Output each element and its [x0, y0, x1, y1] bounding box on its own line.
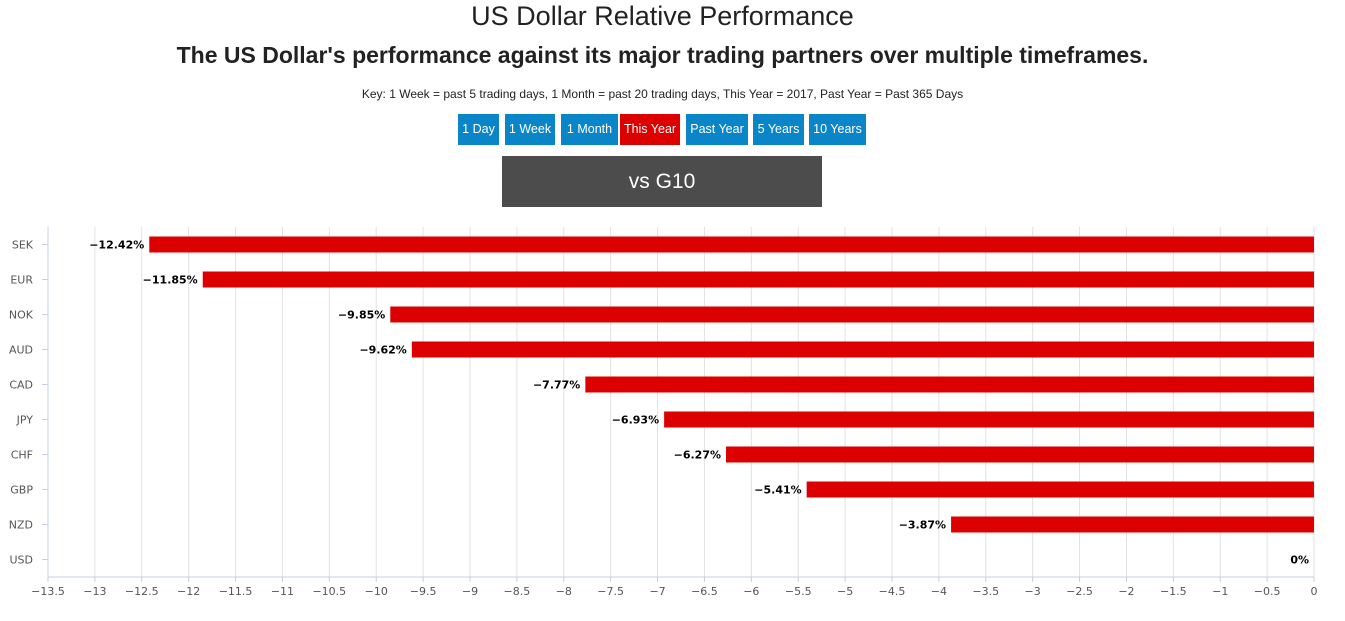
y-category-label: SEK — [12, 239, 34, 252]
bar-jpy — [664, 411, 1314, 428]
y-category-label: EUR — [10, 274, 33, 287]
x-tick-label: −1 — [1212, 585, 1228, 598]
x-tick-label: −6 — [743, 585, 759, 598]
page-subtitle: The US Dollar's performance against its … — [176, 42, 1149, 68]
data-label-cad: −7.77% — [533, 379, 580, 392]
bar-nzd — [951, 516, 1314, 533]
tab-5-years[interactable]: 5 Years — [753, 114, 804, 145]
bar-eur — [202, 271, 1314, 288]
x-tick-label: −0.5 — [1254, 585, 1281, 598]
x-tick-label: −4.5 — [879, 585, 906, 598]
x-tick-label: −10 — [365, 585, 388, 598]
bar-sek — [149, 236, 1314, 253]
x-tick-label: −9 — [462, 585, 478, 598]
x-tick-label: −8 — [556, 585, 572, 598]
y-category-label: NZD — [9, 519, 33, 532]
x-tick-label: −2 — [1118, 585, 1134, 598]
bar-nok — [390, 306, 1314, 323]
x-tick-label: −12.5 — [125, 585, 159, 598]
x-tick-label: −8.5 — [504, 585, 531, 598]
tab-this-year[interactable]: This Year — [620, 114, 680, 145]
data-label-gbp: −5.41% — [754, 484, 801, 497]
y-category-label: AUD — [9, 344, 33, 357]
data-label-nzd: −3.87% — [899, 519, 946, 532]
x-tick-label: −9.5 — [410, 585, 437, 598]
data-label-aud: −9.62% — [359, 344, 406, 357]
x-tick-label: −11 — [271, 585, 294, 598]
x-tick-label: −4 — [931, 585, 947, 598]
data-label-eur: −11.85% — [143, 274, 198, 287]
y-category-label: CHF — [11, 449, 33, 462]
x-tick-label: −5 — [837, 585, 853, 598]
x-tick-label: −5.5 — [785, 585, 812, 598]
x-tick-label: −1.5 — [1160, 585, 1187, 598]
y-category-label: NOK — [9, 309, 34, 322]
tab-1-month[interactable]: 1 Month — [561, 114, 618, 145]
x-tick-label: −7 — [649, 585, 665, 598]
data-label-nok: −9.85% — [338, 309, 385, 322]
data-label-chf: −6.27% — [674, 449, 721, 462]
tab-1-day[interactable]: 1 Day — [458, 114, 499, 145]
timeframe-key-note: Key: 1 Week = past 5 trading days, 1 Mon… — [361, 87, 964, 101]
x-tick-label: −2.5 — [1066, 585, 1093, 598]
y-category-label: CAD — [9, 379, 33, 392]
x-tick-label: −13 — [83, 585, 106, 598]
y-category-label: USD — [9, 554, 33, 567]
data-label-usd: 0% — [1290, 554, 1309, 567]
vs-g10-button[interactable]: vs G10 — [502, 156, 822, 207]
data-label-sek: −12.42% — [89, 239, 144, 252]
tab-past-year[interactable]: Past Year — [686, 114, 748, 145]
y-category-label: GBP — [10, 484, 33, 497]
y-category-label: JPY — [16, 414, 34, 427]
data-label-jpy: −6.93% — [612, 414, 659, 427]
x-tick-label: −11.5 — [219, 585, 253, 598]
page-title: US Dollar Relative Performance — [471, 1, 854, 31]
x-tick-label: −12 — [177, 585, 200, 598]
x-tick-label: −3 — [1025, 585, 1041, 598]
bar-chf — [726, 446, 1314, 463]
x-tick-label: −7.5 — [597, 585, 624, 598]
currency-performance-chart: −12.42% −11.85% −9.85% −9.62% −7.77% −6.93% −6… — [9, 227, 1318, 598]
chart-bars: −12.42% −11.85% −9.85% −9.62% −7.77% −6.93% −6… — [89, 236, 1314, 567]
x-tick-label: −10.5 — [312, 585, 346, 598]
x-tick-label: −3.5 — [972, 585, 999, 598]
tab-10-years[interactable]: 10 Years — [809, 114, 866, 145]
bar-cad — [585, 376, 1314, 393]
x-tick-label: 0 — [1311, 585, 1318, 598]
tab-1-week[interactable]: 1 Week — [505, 114, 555, 145]
bar-gbp — [806, 481, 1314, 498]
x-tick-label: −13.5 — [31, 585, 65, 598]
x-tick-label: −6.5 — [691, 585, 718, 598]
bar-aud — [411, 341, 1314, 358]
chart-axes: −13.5 −13 −12.5 −12 −11.5 −11 −10.5 −10 −9.5 −9 −8… — [9, 227, 1318, 598]
